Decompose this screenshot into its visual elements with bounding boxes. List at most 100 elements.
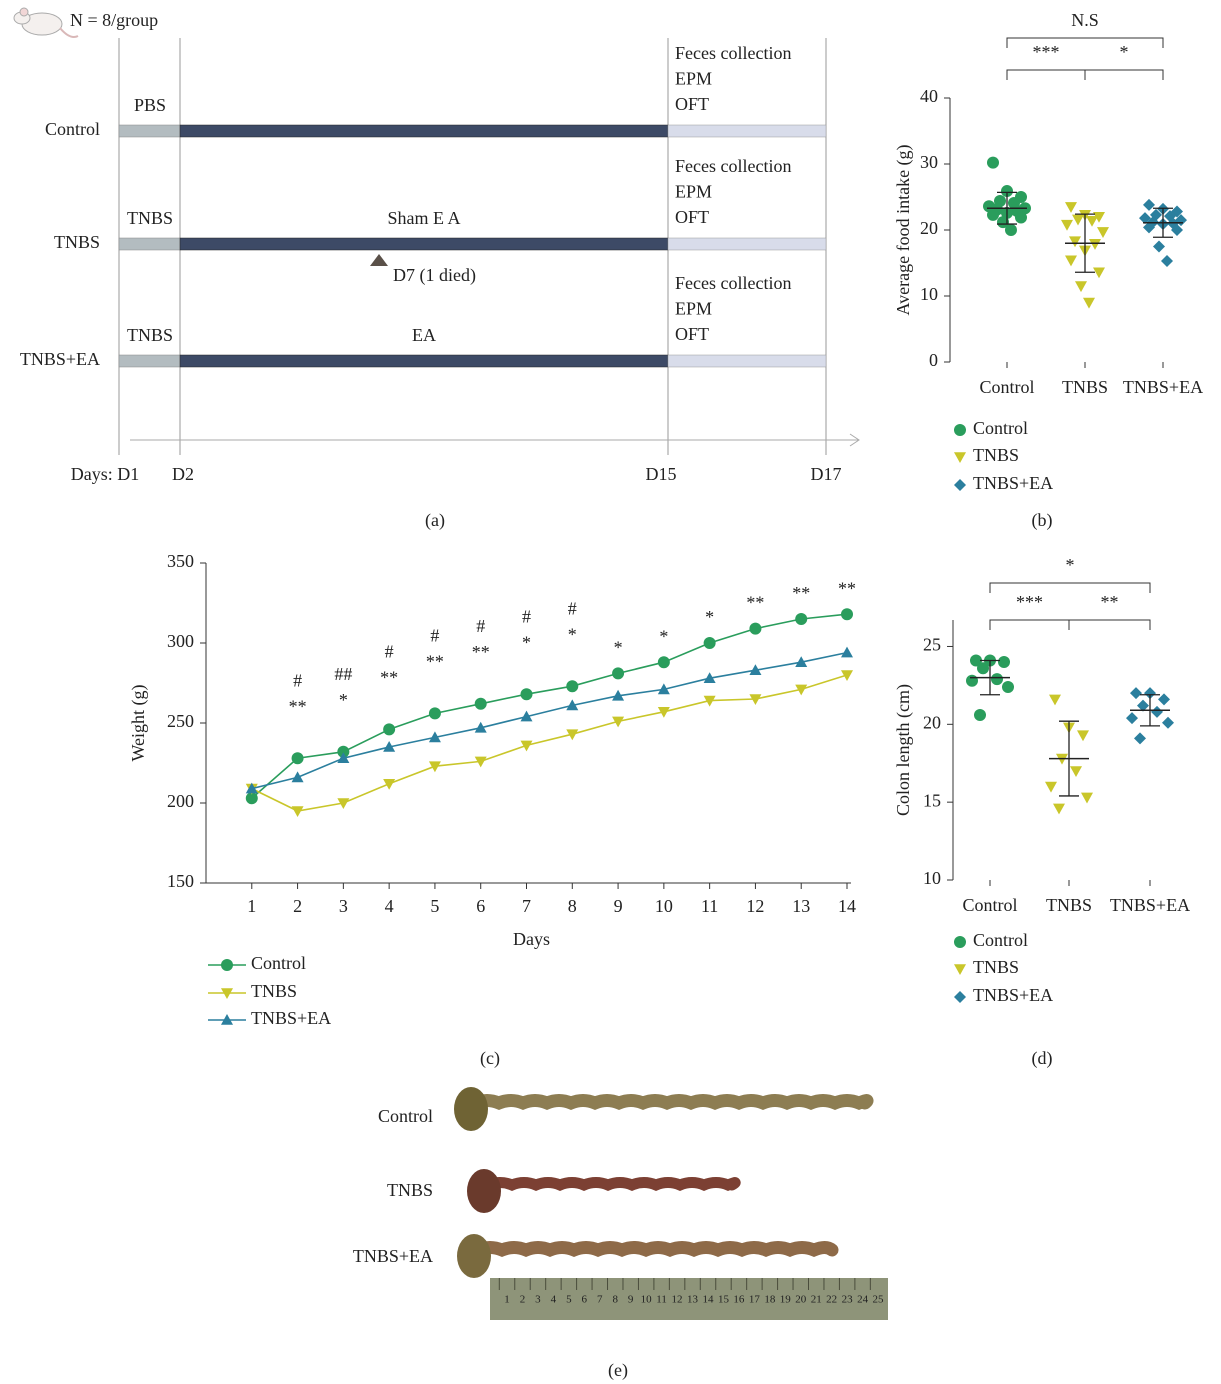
cecum bbox=[457, 1234, 491, 1278]
ruler-label: 18 bbox=[764, 1294, 776, 1306]
x-tick-label: 13 bbox=[792, 896, 810, 916]
ruler-label: 11 bbox=[656, 1294, 667, 1306]
x-tick-label: 12 bbox=[746, 896, 764, 916]
phase-bar-testing bbox=[668, 238, 826, 250]
x-tick-label: 2 bbox=[293, 896, 302, 916]
legend-marker bbox=[954, 424, 966, 436]
legend-marker bbox=[221, 959, 233, 971]
cecum bbox=[454, 1087, 488, 1131]
y-axis-label: Weight (g) bbox=[128, 684, 149, 761]
group-label: TNBS bbox=[54, 232, 100, 252]
significance-label: # bbox=[385, 642, 394, 662]
data-point bbox=[292, 806, 304, 817]
phase-bar-testing bbox=[668, 355, 826, 367]
data-point bbox=[1134, 732, 1146, 744]
induction-label: TNBS bbox=[127, 208, 173, 228]
test-label: OFT bbox=[675, 94, 709, 114]
x-tick-label: Control bbox=[979, 377, 1034, 397]
test-label: EPM bbox=[675, 299, 712, 319]
significance-label: *** bbox=[1033, 42, 1060, 62]
significance-label: *** bbox=[1016, 592, 1043, 612]
data-point bbox=[1072, 215, 1084, 226]
data-point bbox=[292, 752, 304, 764]
y-tick-label: 200 bbox=[167, 791, 194, 811]
ruler-label: 7 bbox=[597, 1294, 603, 1306]
data-point bbox=[841, 647, 853, 658]
data-point bbox=[987, 157, 999, 169]
data-point bbox=[841, 608, 853, 620]
y-tick-label: 300 bbox=[167, 631, 194, 651]
data-point bbox=[1065, 256, 1077, 267]
legend-marker bbox=[954, 991, 966, 1003]
figure: N = 8/groupDays: D1D2D15D17ControlPBSFec… bbox=[0, 0, 1221, 1384]
significance-label: # bbox=[476, 616, 485, 636]
data-point bbox=[1161, 255, 1173, 267]
data-point bbox=[1162, 717, 1174, 729]
data-point bbox=[1153, 241, 1165, 253]
significance-label: * bbox=[659, 626, 668, 646]
panel-caption: (c) bbox=[480, 1048, 500, 1069]
data-point bbox=[998, 656, 1010, 668]
phase-bar-testing bbox=[668, 125, 826, 137]
phase-bar-treatment bbox=[180, 238, 668, 250]
legend-label: TNBS+EA bbox=[973, 985, 1053, 1005]
colon-tube bbox=[488, 1183, 735, 1186]
ruler-label: 4 bbox=[551, 1294, 557, 1306]
page: {"chart_data": [ {"type": "strip", "capt… bbox=[0, 0, 1221, 1384]
significance-bracket bbox=[990, 620, 1069, 630]
legend-label: Control bbox=[973, 418, 1028, 438]
ruler-label: 5 bbox=[566, 1294, 572, 1306]
significance-label: # bbox=[430, 626, 439, 646]
test-label: OFT bbox=[675, 207, 709, 227]
ruler-label: 3 bbox=[535, 1294, 541, 1306]
panel-caption: (e) bbox=[608, 1360, 628, 1381]
group-label: TNBS+EA bbox=[20, 349, 100, 369]
y-axis-label: Colon length (cm) bbox=[893, 684, 914, 816]
data-point bbox=[749, 623, 761, 635]
data-point bbox=[966, 675, 978, 687]
y-tick-label: 0 bbox=[929, 350, 938, 370]
data-point bbox=[429, 761, 441, 772]
significance-label: * bbox=[705, 607, 714, 627]
event-marker bbox=[370, 254, 388, 266]
ruler-label: 19 bbox=[780, 1294, 792, 1306]
significance-bracket bbox=[990, 583, 1150, 593]
legend-label: Control bbox=[973, 930, 1028, 950]
y-tick-label: 350 bbox=[167, 551, 194, 571]
x-tick-label: TNBS bbox=[1046, 895, 1092, 915]
significance-bracket bbox=[1085, 70, 1163, 80]
significance-label: * bbox=[614, 638, 623, 658]
ruler-label: 17 bbox=[749, 1294, 761, 1306]
legend-label: TNBS+EA bbox=[973, 473, 1053, 493]
x-axis-label: Days bbox=[513, 929, 550, 949]
treatment-label: Sham E A bbox=[387, 208, 460, 228]
phase-bar-induction bbox=[119, 238, 180, 250]
ruler-label: 24 bbox=[857, 1294, 869, 1306]
significance-label: * bbox=[1120, 42, 1129, 62]
specimen-label: TNBS bbox=[387, 1180, 433, 1200]
data-point bbox=[987, 209, 999, 221]
colon-tube bbox=[475, 1101, 867, 1104]
significance-bracket bbox=[1007, 70, 1085, 80]
legend-label: TNBS bbox=[973, 445, 1019, 465]
y-tick-label: 20 bbox=[920, 218, 938, 238]
ruler-label: 9 bbox=[628, 1294, 634, 1306]
x-tick-label: 9 bbox=[614, 896, 623, 916]
x-tick-label: 1 bbox=[247, 896, 256, 916]
ruler-label: 8 bbox=[612, 1294, 618, 1306]
y-tick-label: 250 bbox=[167, 711, 194, 731]
ruler-label: 2 bbox=[520, 1294, 526, 1306]
ruler-label: 14 bbox=[702, 1294, 714, 1306]
data-point bbox=[1002, 681, 1014, 693]
data-point bbox=[1065, 202, 1077, 213]
data-point bbox=[1151, 706, 1163, 718]
colon-tube bbox=[478, 1248, 832, 1251]
legend-marker bbox=[954, 479, 966, 491]
ruler-label: 13 bbox=[687, 1294, 699, 1306]
data-point bbox=[1053, 804, 1065, 815]
data-point bbox=[1130, 687, 1142, 699]
data-point bbox=[991, 673, 1003, 685]
day-label: D2 bbox=[172, 464, 194, 484]
significance-label: # bbox=[568, 598, 577, 618]
data-point bbox=[1061, 220, 1073, 231]
